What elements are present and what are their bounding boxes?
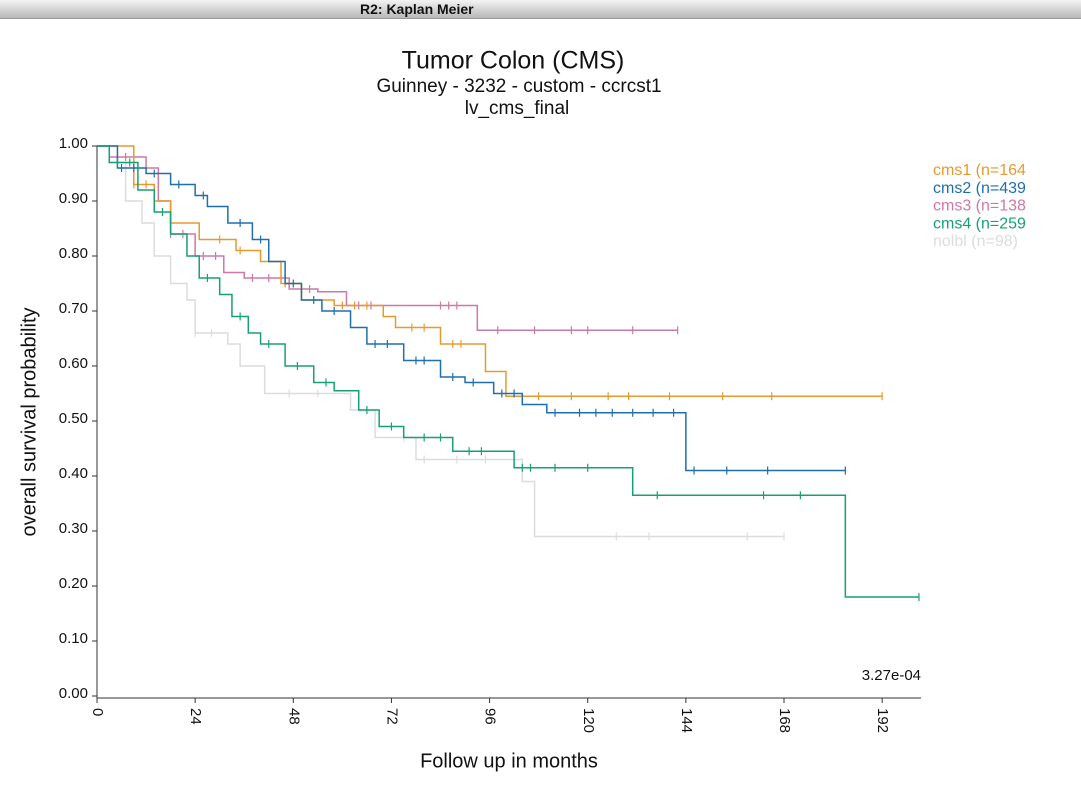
legend-entry: cms4 (n=259 bbox=[933, 215, 1026, 232]
x-tick-label: 24 bbox=[187, 708, 204, 725]
y-axis-title: overall survival probability bbox=[18, 308, 40, 537]
x-tick-label: 192 bbox=[874, 708, 891, 733]
window-title: R2: Kaplan Meier bbox=[360, 1, 474, 17]
x-tick-label: 0 bbox=[89, 708, 106, 716]
y-tick-label: 0.40 bbox=[59, 465, 88, 482]
y-tick-label: 0.90 bbox=[59, 190, 88, 207]
y-tick-label: 0.00 bbox=[59, 685, 88, 702]
chart-title: Tumor Colon (CMS) bbox=[402, 47, 625, 75]
y-tick-label: 0.60 bbox=[59, 355, 88, 372]
y-tick-label: 1.00 bbox=[59, 135, 88, 152]
chart-subtitle: Guinney - 3232 - custom - ccrcst1 bbox=[376, 76, 661, 97]
window-title-bar: R2: Kaplan Meier bbox=[0, 0, 1081, 19]
y-tick-label: 0.10 bbox=[59, 630, 88, 647]
p-value: 3.27e-04 bbox=[862, 667, 921, 684]
legend-entry: cms1 (n=164 bbox=[933, 162, 1026, 179]
survival-curve bbox=[97, 145, 919, 598]
legend-entry: cms3 (n=138 bbox=[933, 198, 1026, 215]
survival-curve bbox=[97, 145, 678, 331]
y-tick-label: 0.50 bbox=[59, 410, 88, 427]
y-tick-label: 0.30 bbox=[59, 520, 88, 537]
survival-curve bbox=[97, 145, 846, 472]
y-tick-label: 0.70 bbox=[59, 300, 88, 317]
x-tick-label: 72 bbox=[383, 708, 400, 725]
y-tick-label: 0.80 bbox=[59, 245, 88, 262]
legend-entry: cms2 (n=439 bbox=[933, 180, 1026, 197]
survival-curve bbox=[97, 145, 883, 397]
chart-subtitle: lv_cms_final bbox=[465, 98, 570, 119]
x-tick-label: 144 bbox=[678, 708, 695, 733]
x-tick-label: 168 bbox=[776, 708, 793, 733]
x-tick-label: 120 bbox=[580, 708, 597, 733]
survival-curve bbox=[97, 145, 785, 538]
x-axis-title: Follow up in months bbox=[420, 750, 598, 772]
x-tick-label: 96 bbox=[482, 708, 499, 725]
x-tick-label: 48 bbox=[285, 708, 302, 725]
y-tick-label: 0.20 bbox=[59, 575, 88, 592]
legend-entry: nolbl (n=98) bbox=[933, 233, 1018, 250]
